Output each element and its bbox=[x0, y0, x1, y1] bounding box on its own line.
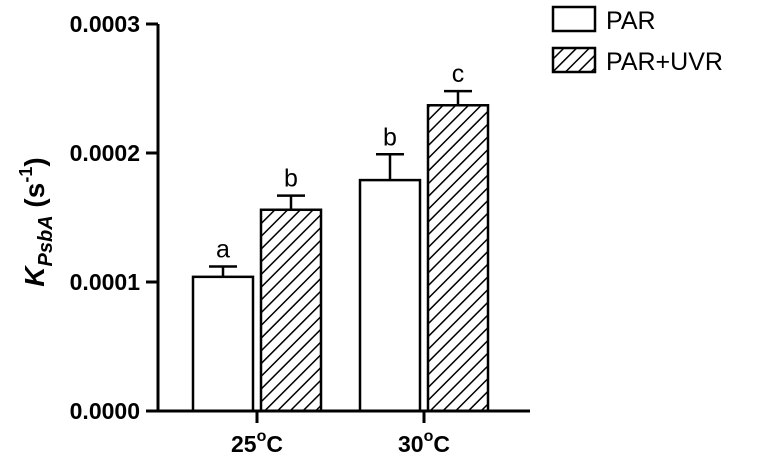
legend-swatch-par bbox=[551, 5, 597, 33]
bar bbox=[426, 104, 490, 413]
bar bbox=[358, 178, 422, 413]
y-axis-title-unit-close: ) bbox=[19, 157, 50, 166]
y-axis-title-unit-superscript: -1 bbox=[16, 167, 36, 183]
y-axis-title-unit-open: (s bbox=[19, 183, 50, 216]
x-tick-label-30c-number: 30 bbox=[398, 431, 424, 457]
x-tick-label-30c-unit: C bbox=[433, 431, 450, 457]
x-tick-label-25c-unit: C bbox=[266, 431, 283, 457]
y-axis-ticks: 0.0000 0.0001 0.0002 0.0003 bbox=[70, 11, 158, 424]
y-axis-title-main: K bbox=[19, 265, 50, 287]
legend-label-par-uvr: PAR+UVR bbox=[606, 48, 723, 76]
legend-label-par: PAR bbox=[606, 7, 656, 35]
x-tick-label-25c-degree: o bbox=[257, 428, 267, 445]
significance-letters: a b b c bbox=[216, 60, 464, 263]
y-axis-title: KPsbA (s-1) bbox=[16, 157, 57, 286]
y-tick-label: 0.0002 bbox=[70, 140, 140, 166]
error-bars bbox=[209, 89, 472, 277]
y-tick-label: 0.0003 bbox=[70, 11, 140, 37]
bars bbox=[191, 104, 490, 413]
x-tick-label-25c: 25oC bbox=[231, 428, 283, 457]
y-axis-title-subscript: PsbA bbox=[35, 215, 57, 266]
bar bbox=[191, 275, 255, 413]
legend-swatch-par-uvr bbox=[551, 46, 597, 74]
significance-letter: b bbox=[284, 165, 298, 193]
y-tick-label: 0.0001 bbox=[70, 269, 141, 295]
y-tick-label: 0.0000 bbox=[70, 398, 140, 424]
x-tick-label-25c-number: 25 bbox=[231, 431, 257, 457]
bar bbox=[259, 208, 323, 413]
x-axis-ticks bbox=[255, 411, 426, 423]
significance-letter: a bbox=[216, 236, 230, 264]
legend: PAR PAR+UVR bbox=[551, 5, 723, 76]
x-tick-label-30c: 30oC bbox=[398, 428, 450, 457]
x-tick-label-30c-degree: o bbox=[424, 428, 434, 445]
significance-letter: c bbox=[452, 60, 465, 88]
significance-letter: b bbox=[383, 123, 397, 151]
